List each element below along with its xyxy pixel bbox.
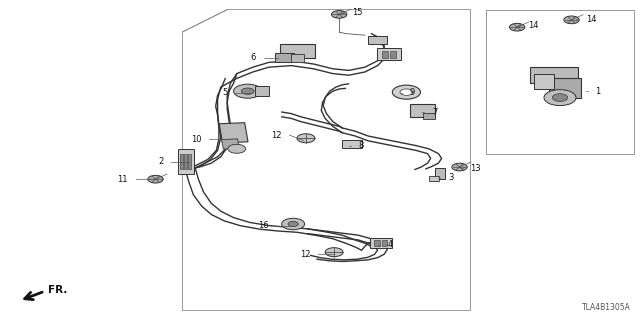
FancyBboxPatch shape bbox=[429, 176, 439, 180]
FancyBboxPatch shape bbox=[221, 139, 239, 149]
Circle shape bbox=[564, 16, 579, 24]
FancyBboxPatch shape bbox=[382, 240, 387, 246]
Text: 11: 11 bbox=[118, 175, 128, 184]
FancyBboxPatch shape bbox=[377, 48, 401, 60]
Circle shape bbox=[297, 134, 315, 143]
Text: 12: 12 bbox=[300, 250, 310, 259]
Circle shape bbox=[288, 221, 298, 227]
Circle shape bbox=[392, 85, 420, 99]
FancyBboxPatch shape bbox=[382, 51, 388, 58]
FancyBboxPatch shape bbox=[255, 86, 269, 96]
FancyBboxPatch shape bbox=[342, 140, 362, 148]
Text: 13: 13 bbox=[470, 164, 481, 172]
Text: 10: 10 bbox=[191, 135, 202, 144]
Circle shape bbox=[325, 248, 343, 257]
Text: 2: 2 bbox=[158, 157, 163, 166]
Circle shape bbox=[509, 23, 525, 31]
FancyBboxPatch shape bbox=[534, 75, 554, 89]
Circle shape bbox=[452, 163, 467, 171]
FancyBboxPatch shape bbox=[530, 67, 578, 83]
Circle shape bbox=[148, 175, 163, 183]
Circle shape bbox=[552, 94, 568, 101]
Text: 15: 15 bbox=[352, 8, 362, 17]
FancyBboxPatch shape bbox=[180, 154, 183, 169]
Text: TLA4B1305A: TLA4B1305A bbox=[582, 303, 630, 312]
Text: 12: 12 bbox=[271, 131, 282, 140]
FancyBboxPatch shape bbox=[410, 104, 435, 117]
Circle shape bbox=[332, 11, 347, 18]
Text: 14: 14 bbox=[528, 21, 538, 30]
Text: 6: 6 bbox=[251, 53, 256, 62]
FancyBboxPatch shape bbox=[184, 154, 187, 169]
Circle shape bbox=[400, 89, 413, 95]
Circle shape bbox=[234, 84, 262, 98]
FancyBboxPatch shape bbox=[275, 53, 294, 62]
Text: 4: 4 bbox=[387, 240, 392, 249]
Text: 9: 9 bbox=[410, 88, 415, 97]
Text: 7: 7 bbox=[432, 108, 437, 116]
Text: FR.: FR. bbox=[48, 284, 67, 295]
FancyBboxPatch shape bbox=[177, 149, 193, 174]
Circle shape bbox=[228, 144, 246, 153]
FancyBboxPatch shape bbox=[188, 154, 191, 169]
Text: 5: 5 bbox=[222, 88, 227, 97]
Text: 16: 16 bbox=[258, 221, 269, 230]
FancyBboxPatch shape bbox=[374, 240, 380, 246]
Text: 8: 8 bbox=[358, 141, 364, 150]
Text: 14: 14 bbox=[586, 15, 596, 24]
FancyBboxPatch shape bbox=[390, 51, 396, 58]
Circle shape bbox=[241, 88, 254, 94]
Circle shape bbox=[282, 218, 305, 230]
Text: 1: 1 bbox=[595, 87, 600, 96]
FancyBboxPatch shape bbox=[291, 53, 304, 61]
FancyBboxPatch shape bbox=[423, 113, 435, 119]
FancyBboxPatch shape bbox=[435, 168, 445, 179]
Circle shape bbox=[544, 90, 576, 106]
FancyBboxPatch shape bbox=[549, 78, 581, 99]
FancyBboxPatch shape bbox=[370, 238, 392, 248]
FancyBboxPatch shape bbox=[280, 44, 315, 59]
Text: 3: 3 bbox=[448, 173, 453, 182]
FancyBboxPatch shape bbox=[219, 123, 248, 143]
FancyBboxPatch shape bbox=[368, 36, 387, 44]
